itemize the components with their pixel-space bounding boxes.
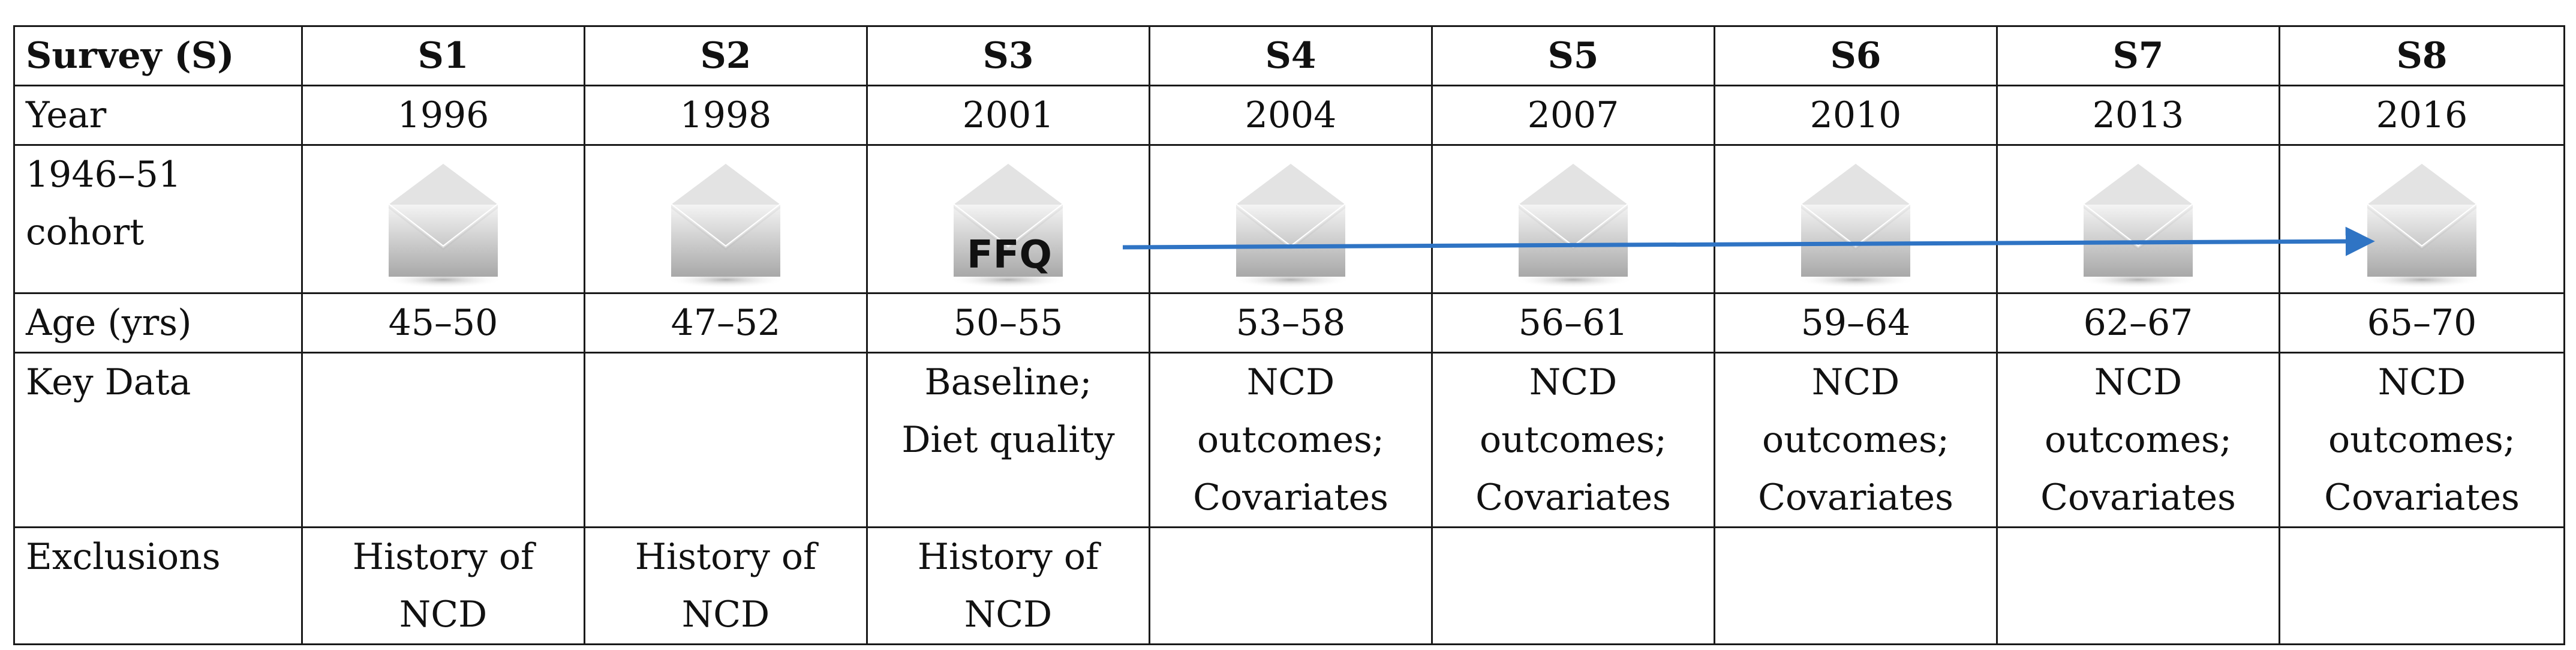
year-label: Year bbox=[13, 85, 303, 146]
survey-timeline-table: Survey (S) S1 S2 S3 S4 S5 S6 S7 S8 Year … bbox=[13, 25, 2565, 645]
year-cell: 2010 bbox=[1714, 85, 1998, 146]
envelope-cell bbox=[301, 144, 585, 294]
exclusion-cell: History of NCD bbox=[584, 526, 868, 645]
age-label: Age (yrs) bbox=[13, 292, 303, 354]
year-cell: 1998 bbox=[584, 85, 868, 146]
envelope-cell bbox=[866, 144, 1150, 294]
year-cell: 2001 bbox=[866, 85, 1150, 146]
exclusion-cell bbox=[1431, 526, 1715, 645]
header-cell-s3: S3 bbox=[866, 25, 1150, 86]
key-data-line: NCD bbox=[2094, 361, 2183, 403]
exclusion-line: NCD bbox=[681, 594, 770, 636]
year-row: Year 1996 1998 2001 2004 2007 2010 2013 … bbox=[13, 85, 2565, 146]
exclusion-line: History of bbox=[917, 536, 1099, 578]
key-data-cell: NCD outcomes; Covariates bbox=[1149, 352, 1433, 528]
key-data-line: NCD bbox=[1529, 361, 1618, 403]
key-data-line: Covariates bbox=[1193, 477, 1388, 519]
survey-table-container: Survey (S) S1 S2 S3 S4 S5 S6 S7 S8 Year … bbox=[13, 25, 2565, 645]
key-data-line: Covariates bbox=[2040, 477, 2236, 519]
year-cell: 2004 bbox=[1149, 85, 1433, 146]
envelope-cell bbox=[1431, 144, 1715, 294]
exclusion-cell bbox=[1996, 526, 2280, 645]
envelope-icon bbox=[666, 164, 786, 288]
envelope-icon bbox=[1231, 164, 1351, 288]
year-cell: 1996 bbox=[301, 85, 585, 146]
key-data-line: outcomes; bbox=[2328, 419, 2515, 461]
key-data-cell: Baseline; Diet quality bbox=[866, 352, 1150, 528]
envelope-icon bbox=[2362, 164, 2482, 288]
cohort-label-line1: 1946–51 bbox=[26, 154, 182, 196]
header-cell-s1: S1 bbox=[301, 25, 585, 86]
envelope-cell bbox=[584, 144, 868, 294]
age-cell: 45–50 bbox=[301, 292, 585, 354]
key-data-line: outcomes; bbox=[1762, 419, 1949, 461]
exclusion-cell bbox=[1149, 526, 1433, 645]
exclusion-line: History of bbox=[352, 536, 534, 578]
ffq-label: FFQ bbox=[967, 233, 1052, 277]
envelope-icon bbox=[2078, 164, 2198, 288]
header-cell-s6: S6 bbox=[1714, 25, 1998, 86]
age-cell: 50–55 bbox=[866, 292, 1150, 354]
header-row: Survey (S) S1 S2 S3 S4 S5 S6 S7 S8 bbox=[13, 25, 2565, 86]
key-data-line: NCD bbox=[1246, 361, 1335, 403]
key-data-cell: NCD outcomes; Covariates bbox=[2279, 352, 2565, 528]
year-cell: 2007 bbox=[1431, 85, 1715, 146]
key-data-line: Baseline; bbox=[924, 361, 1092, 403]
exclusion-line: NCD bbox=[399, 594, 488, 636]
age-cell: 56–61 bbox=[1431, 292, 1715, 354]
key-data-line: outcomes; bbox=[1479, 419, 1667, 461]
age-cell: 47–52 bbox=[584, 292, 868, 354]
key-data-line: Covariates bbox=[1758, 477, 1953, 519]
header-cell-s7: S7 bbox=[1996, 25, 2280, 86]
exclusion-line: History of bbox=[635, 536, 817, 578]
key-data-line: outcomes; bbox=[2044, 419, 2232, 461]
exclusions-label: Exclusions bbox=[13, 526, 303, 645]
exclusion-cell: History of NCD bbox=[301, 526, 585, 645]
key-data-cell bbox=[584, 352, 868, 528]
cohort-label-line2: cohort bbox=[26, 211, 145, 253]
key-data-cell bbox=[301, 352, 585, 528]
header-cell-s8: S8 bbox=[2279, 25, 2565, 86]
header-cell-survey: Survey (S) bbox=[13, 25, 303, 86]
key-data-cell: NCD outcomes; Covariates bbox=[1714, 352, 1998, 528]
cohort-row: 1946–51 cohort bbox=[13, 144, 2565, 294]
header-cell-s5: S5 bbox=[1431, 25, 1715, 86]
year-cell: 2013 bbox=[1996, 85, 2280, 146]
age-cell: 53–58 bbox=[1149, 292, 1433, 354]
envelope-cell bbox=[1149, 144, 1433, 294]
key-data-line: NCD bbox=[2377, 361, 2466, 403]
cohort-label-cell: 1946–51 cohort bbox=[13, 144, 303, 294]
age-cell: 59–64 bbox=[1714, 292, 1998, 354]
envelope-cell bbox=[2279, 144, 2565, 294]
key-data-line: Covariates bbox=[2324, 477, 2520, 519]
envelope-icon bbox=[948, 164, 1068, 288]
age-row: Age (yrs) 45–50 47–52 50–55 53–58 56–61 … bbox=[13, 292, 2565, 354]
exclusions-row: Exclusions History of NCD History of NCD… bbox=[13, 526, 2565, 645]
header-cell-s4: S4 bbox=[1149, 25, 1433, 86]
exclusion-line: NCD bbox=[964, 594, 1053, 636]
envelope-cell bbox=[1714, 144, 1998, 294]
key-data-line: NCD bbox=[1811, 361, 1900, 403]
envelope-icon bbox=[1513, 164, 1633, 288]
envelope-icon bbox=[383, 164, 503, 288]
header-cell-s2: S2 bbox=[584, 25, 868, 86]
envelope-cell bbox=[1996, 144, 2280, 294]
key-data-cell: NCD outcomes; Covariates bbox=[1996, 352, 2280, 528]
key-data-label: Key Data bbox=[13, 352, 303, 528]
envelope-icon bbox=[1796, 164, 1916, 288]
key-data-line: Diet quality bbox=[901, 419, 1115, 461]
age-cell: 65–70 bbox=[2279, 292, 2565, 354]
key-data-cell: NCD outcomes; Covariates bbox=[1431, 352, 1715, 528]
exclusion-cell: History of NCD bbox=[866, 526, 1150, 645]
exclusion-cell bbox=[1714, 526, 1998, 645]
year-cell: 2016 bbox=[2279, 85, 2565, 146]
age-cell: 62–67 bbox=[1996, 292, 2280, 354]
key-data-line: Covariates bbox=[1475, 477, 1671, 519]
exclusion-cell bbox=[2279, 526, 2565, 645]
key-data-line: outcomes; bbox=[1197, 419, 1384, 461]
key-data-row: Key Data Baseline; Diet quality NCD outc… bbox=[13, 352, 2565, 528]
